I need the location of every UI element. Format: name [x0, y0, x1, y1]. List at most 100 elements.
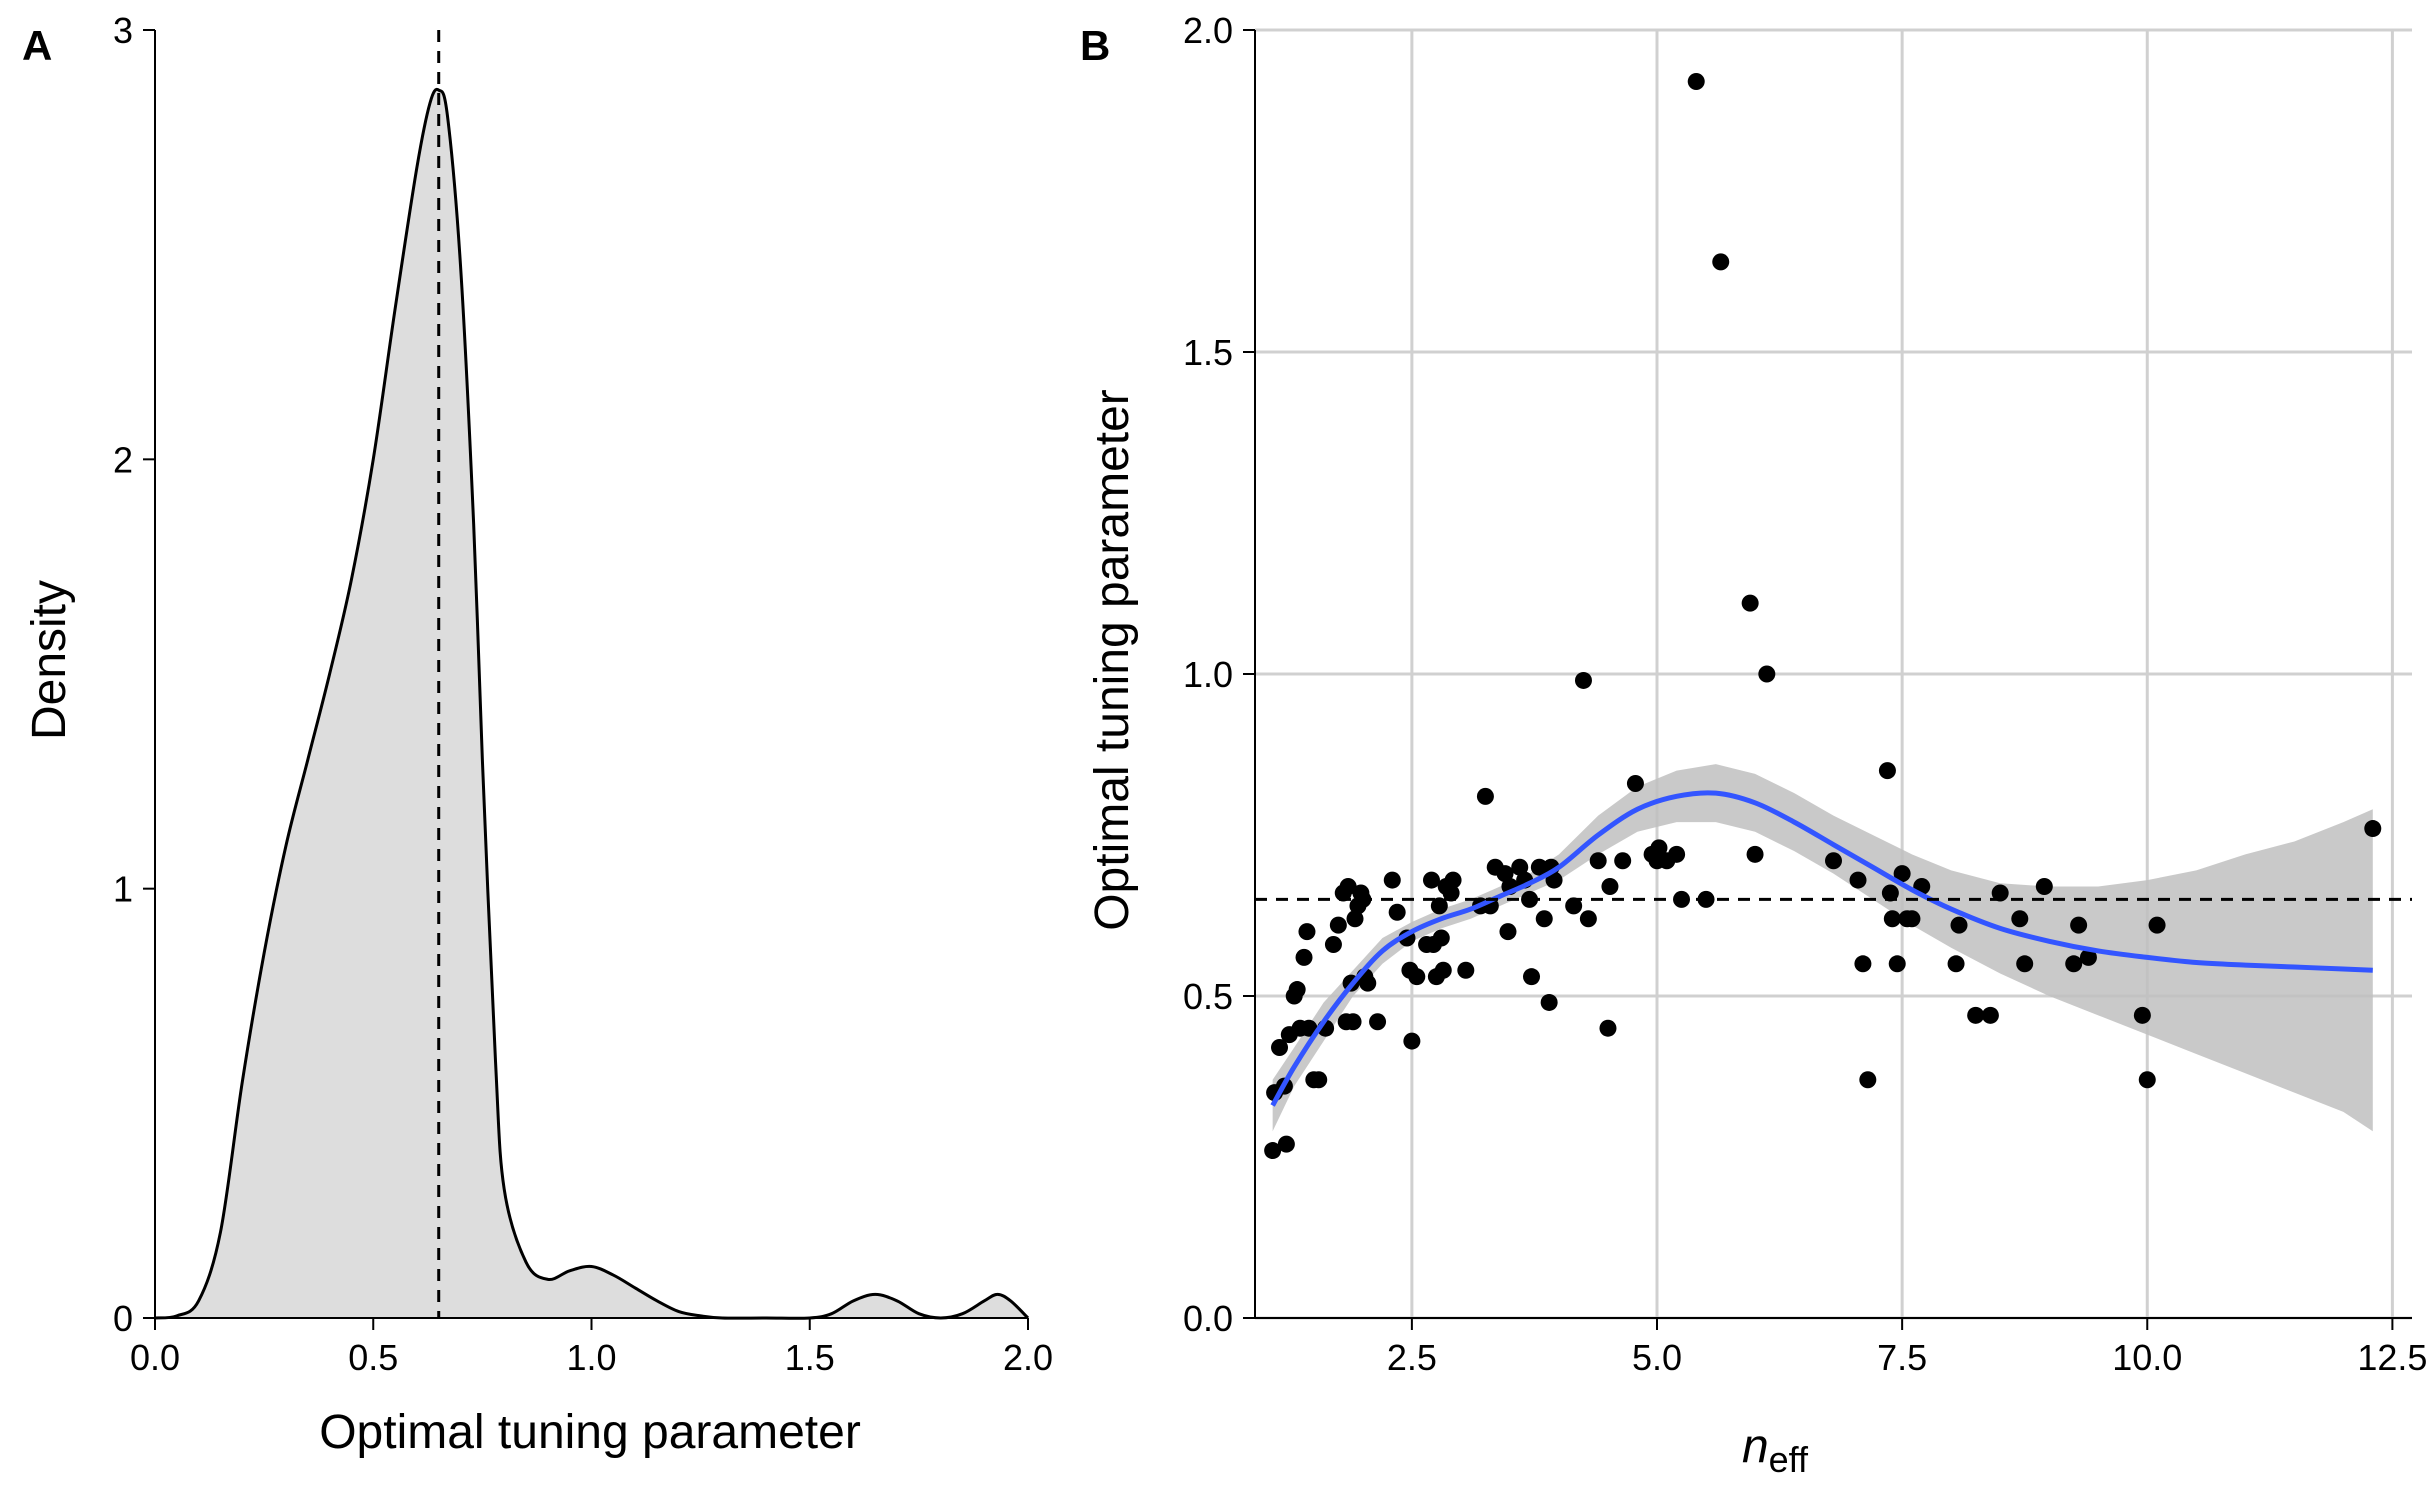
x-tick-label: 1.0 — [566, 1337, 616, 1378]
density-curve — [154, 87, 1030, 1320]
data-point — [1741, 594, 1759, 612]
y-tick-label: 1.0 — [1183, 654, 1233, 695]
data-point — [2035, 878, 2053, 896]
grid-lines — [1255, 28, 2412, 1320]
x-axis-ticks: 0.0 0.5 1.0 1.5 2.0 — [130, 1318, 1053, 1378]
data-point — [1825, 852, 1842, 870]
data-point — [2079, 948, 2097, 966]
x-tick-label: 2.5 — [1387, 1337, 1437, 1378]
x-tick-label: 2.0 — [1003, 1337, 1053, 1378]
data-point — [1298, 923, 1316, 941]
y-tick-label: 0.5 — [1183, 976, 1233, 1017]
x-tick-label: 10.0 — [2112, 1337, 2182, 1378]
x-axis-title-main: n — [1742, 1420, 1769, 1473]
y-tick-label: 2 — [113, 439, 133, 480]
y-axis-ticks: 0 1 2 3 — [113, 10, 155, 1339]
data-point — [1295, 948, 1313, 966]
data-point — [2133, 1006, 2151, 1024]
data-point — [1288, 981, 1306, 999]
data-point — [2011, 910, 2029, 928]
data-point — [1888, 955, 1906, 973]
data-point — [1535, 910, 1553, 928]
x-tick-label: 5.0 — [1632, 1337, 1682, 1378]
data-point — [1383, 871, 1401, 889]
data-point — [1981, 1006, 1999, 1024]
data-point — [1359, 974, 1377, 992]
data-point — [1434, 961, 1452, 979]
data-point — [1859, 1071, 1877, 1089]
data-point — [1277, 1135, 1295, 1153]
y-axis-ticks: 0.0 0.5 1.0 1.5 2.0 — [1183, 10, 1255, 1339]
data-point — [1614, 852, 1632, 870]
data-point — [1346, 910, 1364, 928]
data-point — [1457, 961, 1475, 979]
data-point — [1496, 865, 1514, 883]
data-point — [1344, 1013, 1362, 1031]
data-point — [1849, 871, 1867, 889]
data-point — [1650, 839, 1668, 857]
data-point — [1854, 955, 1872, 973]
x-axis-ticks: 2.5 5.0 7.5 10.0 12.5 — [1387, 1318, 2427, 1378]
y-tick-label: 0.0 — [1183, 1298, 1233, 1339]
data-point — [1324, 935, 1342, 953]
data-point — [1430, 897, 1448, 915]
data-point — [2065, 955, 2083, 973]
y-tick-label: 3 — [113, 10, 133, 51]
x-axis-title-subscript: eff — [1769, 1439, 1809, 1480]
smooth-fit-line — [1270, 790, 2373, 1107]
data-point — [1403, 1032, 1421, 1050]
data-point — [1893, 865, 1911, 883]
x-tick-label: 7.5 — [1877, 1337, 1927, 1378]
data-point — [1883, 910, 1901, 928]
y-axis-title: Optimal tuning parameter — [1086, 389, 1139, 931]
data-point — [1947, 955, 1965, 973]
x-tick-label: 12.5 — [2357, 1337, 2427, 1378]
data-point — [1310, 1071, 1328, 1089]
x-tick-label: 1.5 — [785, 1337, 835, 1378]
data-point — [1442, 884, 1460, 902]
data-point — [1903, 910, 1921, 928]
data-point — [1758, 665, 1776, 683]
data-point — [1432, 929, 1450, 947]
x-axis-title: Optimal tuning parameter — [319, 1406, 861, 1459]
data-point — [1967, 1006, 1985, 1024]
y-tick-label: 2.0 — [1183, 10, 1233, 51]
data-point — [1589, 852, 1607, 870]
y-tick-label: 1 — [113, 869, 133, 910]
data-point — [1339, 878, 1357, 896]
data-point — [1264, 1142, 1282, 1160]
data-point — [1511, 858, 1529, 876]
data-point — [2016, 955, 2034, 973]
data-point — [1626, 774, 1644, 792]
data-point — [1300, 1019, 1318, 1037]
data-point — [1523, 968, 1541, 986]
data-point — [2070, 916, 2088, 934]
data-point — [1369, 1013, 1387, 1031]
y-tick-label: 0 — [113, 1298, 133, 1339]
data-point — [1530, 858, 1548, 876]
data-point — [1499, 923, 1517, 941]
data-point — [1601, 878, 1619, 896]
data-point — [1881, 884, 1899, 902]
y-tick-label: 1.5 — [1183, 332, 1233, 373]
data-point — [1950, 916, 1968, 934]
data-point — [1329, 916, 1347, 934]
data-point — [1408, 968, 1426, 986]
x-tick-label: 0.5 — [348, 1337, 398, 1378]
data-point — [2148, 916, 2166, 934]
data-point — [1476, 787, 1494, 805]
panel-a-density-chart: 0.0 0.5 1.0 1.5 2.0 0 1 2 3 Optimal tuning para… — [23, 10, 1053, 1459]
panel-b-scatter-chart: 2.5 5.0 7.5 10.0 12.5 0.0 0.5 1.0 1.5 2.0 neff O… — [1086, 10, 2427, 1480]
data-point — [1574, 671, 1592, 689]
data-point — [1422, 871, 1440, 889]
data-point — [2138, 1071, 2156, 1089]
data-point — [1565, 897, 1583, 915]
data-point — [2364, 820, 2382, 838]
density-area — [155, 89, 1028, 1319]
data-point — [1388, 903, 1406, 921]
data-point — [1668, 845, 1686, 863]
data-point — [1579, 910, 1597, 928]
panel-b-label: B — [1080, 22, 1110, 69]
panel-a-label: A — [22, 22, 52, 69]
